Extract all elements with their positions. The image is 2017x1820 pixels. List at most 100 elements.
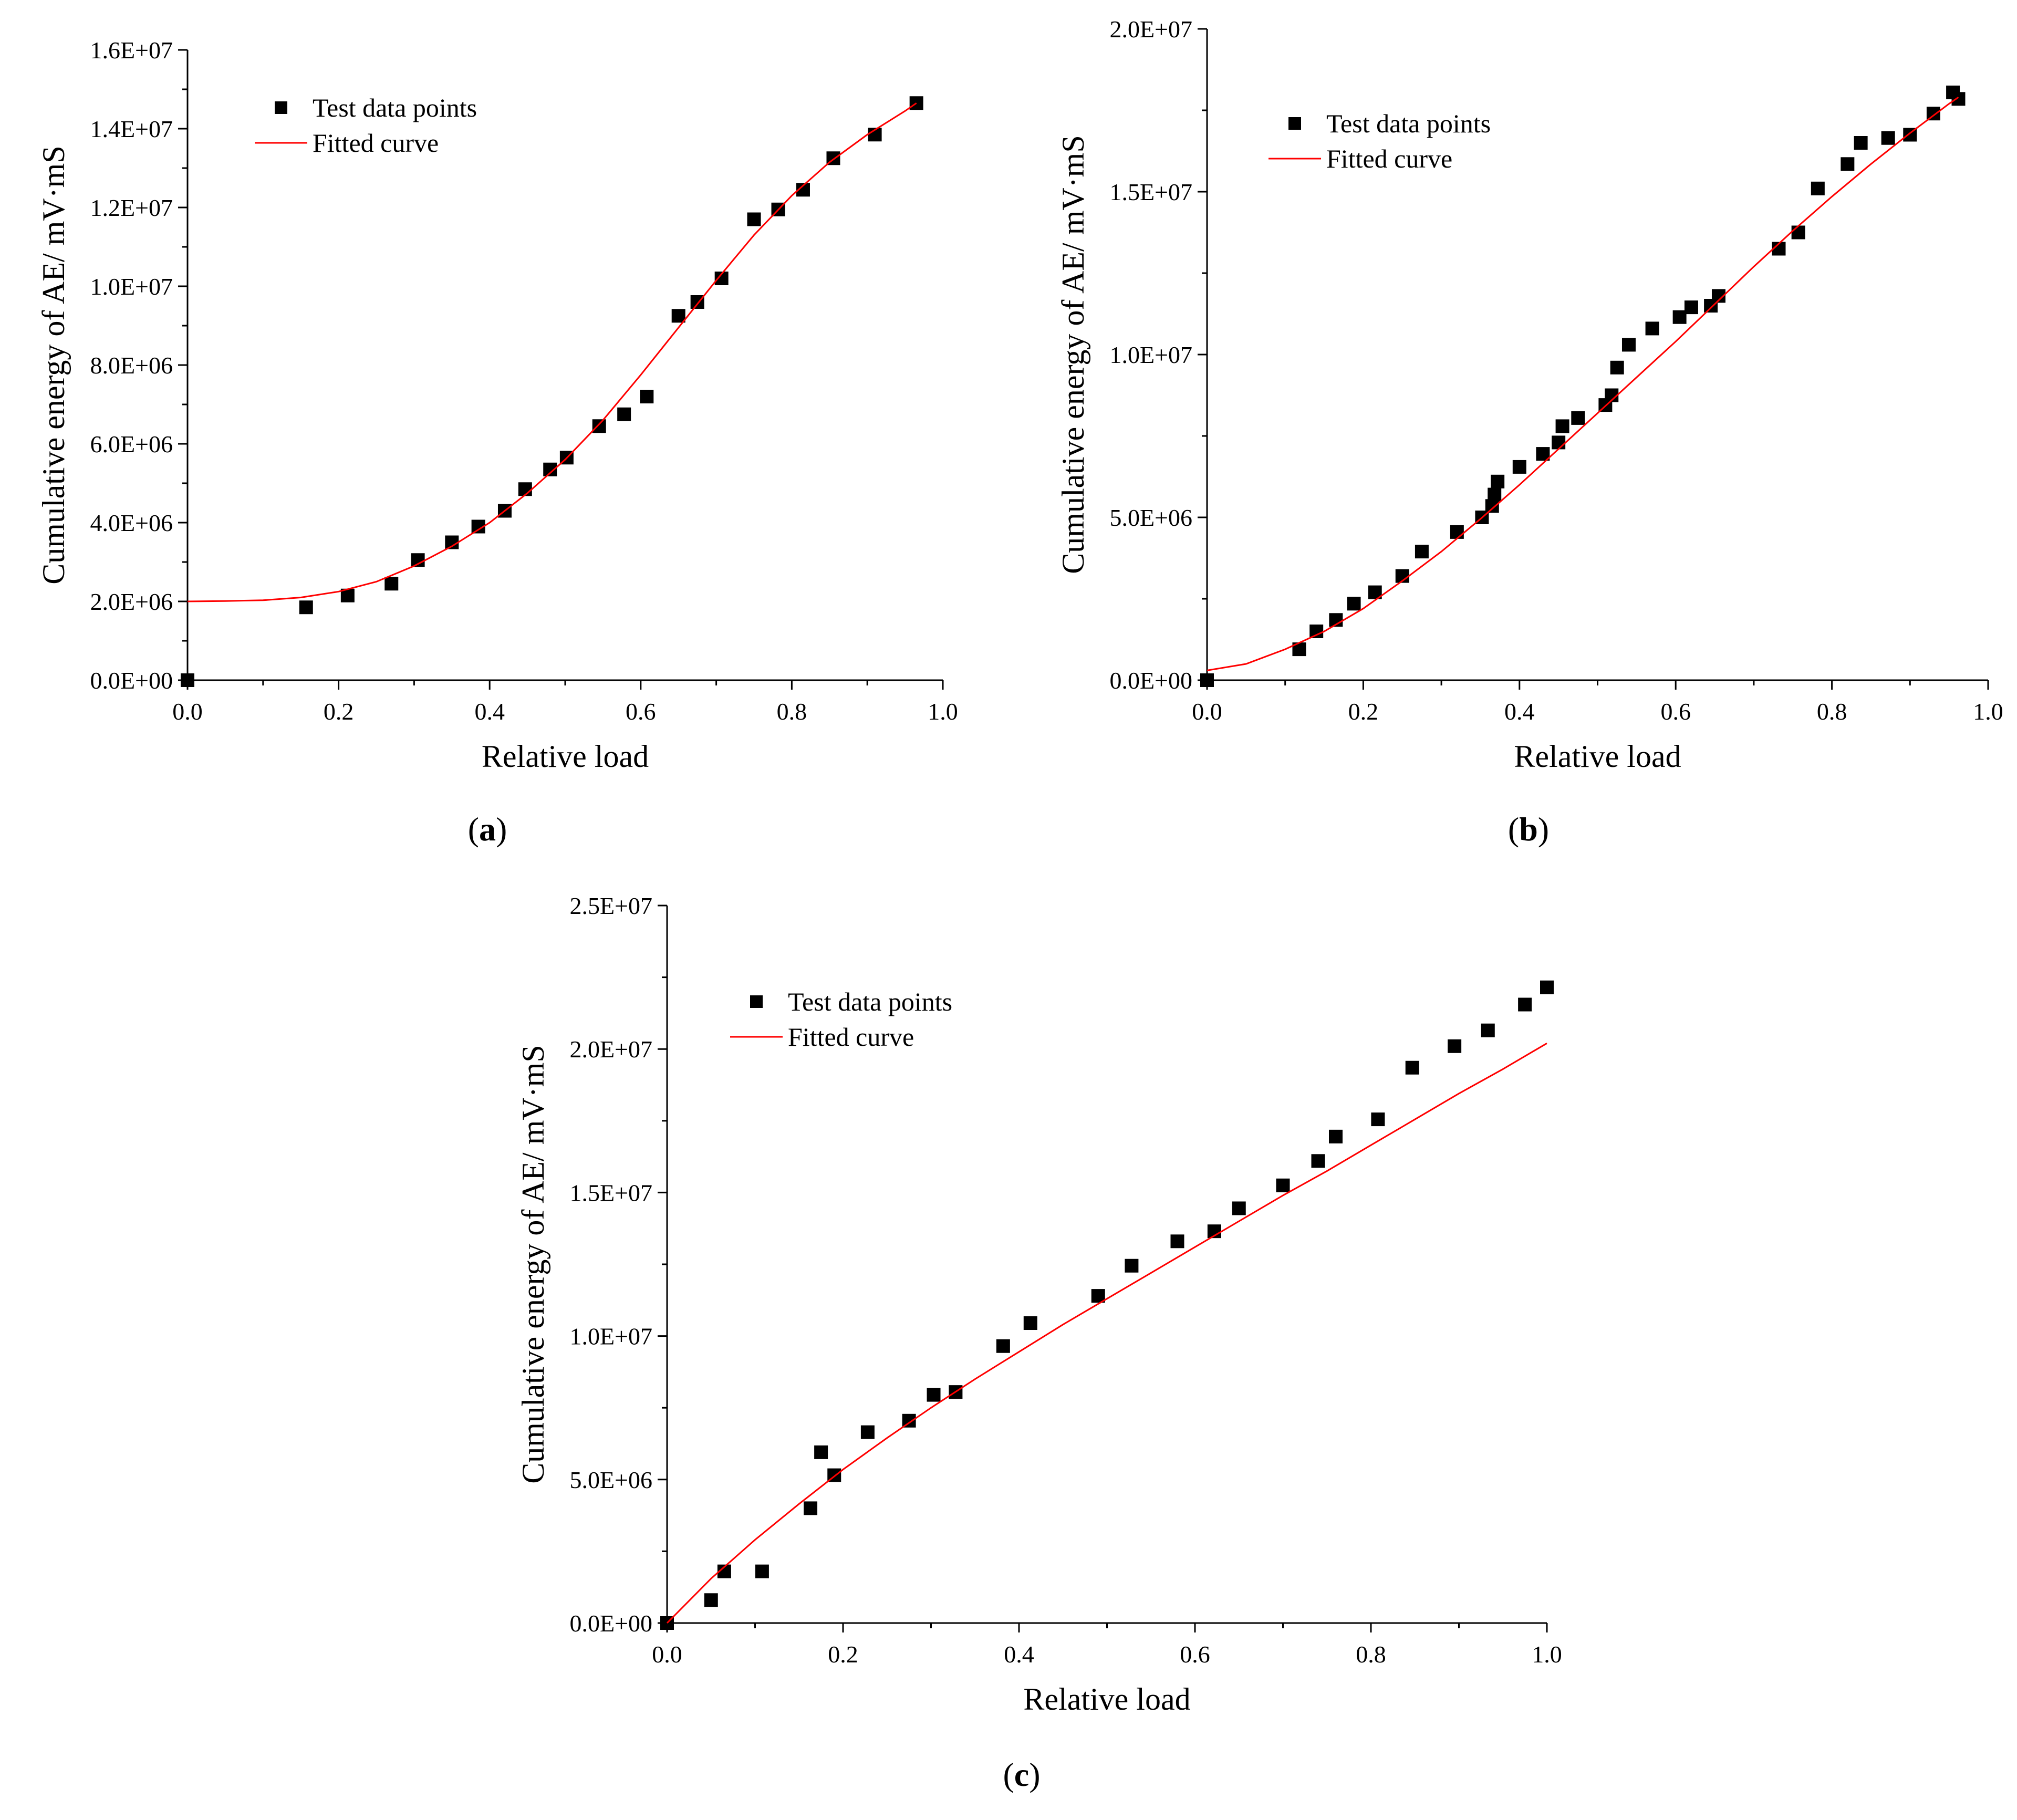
x-tick-label: 0.8: [1817, 698, 1847, 725]
y-tick-label: 1.5E+07: [1109, 179, 1192, 205]
panel-label-open: (: [1508, 810, 1519, 848]
legend-marker-symbol: [275, 101, 287, 114]
x-tick-label: 0.2: [324, 698, 354, 725]
chart-panel-a: 0.0 0.2 0.4 0.6 0.8 1.0 0.0E+00 2.0E+06 4.0E+06 6…: [36, 37, 958, 848]
legend: Test data points Fitted curve: [255, 93, 477, 158]
data-point-marker: [1311, 1154, 1325, 1168]
legend-label-fitted-curve: Fitted curve: [1326, 144, 1452, 173]
data-point-marker: [1571, 411, 1585, 425]
data-point-marker: [1555, 419, 1569, 433]
x-tick-label: 0.2: [828, 1641, 858, 1668]
data-point-marker: [1450, 525, 1464, 539]
data-point-marker: [1232, 1201, 1246, 1215]
data-point-marker: [1552, 435, 1566, 450]
fitted-curve-line: [187, 102, 917, 602]
y-tick-label: 1.6E+07: [90, 37, 173, 64]
data-point-marker: [1491, 474, 1505, 488]
legend: Test data points Fitted curve: [730, 987, 952, 1052]
panel-label-open: (: [1003, 1756, 1014, 1793]
data-point-marker: [1645, 321, 1659, 336]
y-tick-label: 2.0E+07: [1109, 16, 1192, 43]
data-point-marker: [518, 482, 532, 496]
data-point-marker: [1448, 1039, 1462, 1053]
x-tick-label: 0.0: [652, 1641, 682, 1668]
data-point-marker: [1405, 1060, 1419, 1075]
data-point-marker: [996, 1339, 1010, 1353]
y-tick-label: 2.0E+06: [90, 588, 173, 615]
panel-label-letter: a: [479, 810, 496, 848]
data-point-marker: [1791, 225, 1805, 240]
data-point-marker: [1512, 460, 1526, 474]
y-tick-label: 2.0E+07: [569, 1036, 652, 1063]
x-tick-label: 0.4: [474, 698, 505, 725]
data-point-marker: [181, 673, 194, 687]
panel-label: (c): [1003, 1756, 1040, 1793]
data-point-marker: [592, 419, 606, 433]
data-point-marker: [1329, 1129, 1343, 1143]
data-point-marker: [1621, 338, 1636, 352]
x-tick-label: 1.0: [928, 698, 958, 725]
y-tick-label: 0.0E+00: [569, 1610, 652, 1637]
y-axis-title: Cumulative energy of AE/ mV·mS: [1056, 135, 1090, 574]
data-point-marker: [1125, 1259, 1139, 1273]
panel-label: (b): [1508, 810, 1549, 848]
data-point-marker: [1481, 1023, 1495, 1037]
x-tick-label: 1.0: [1973, 698, 2003, 725]
data-point-marker: [617, 407, 631, 421]
y-tick-label: 0.0E+00: [1109, 667, 1192, 694]
x-tick-label: 0.8: [1356, 1641, 1386, 1668]
panel-label-close: ): [1029, 1756, 1040, 1793]
data-point-marker: [909, 96, 923, 110]
legend: Test data points Fitted curve: [1269, 109, 1491, 173]
legend-label-test-data: Test data points: [788, 987, 952, 1016]
x-tick-label: 0.2: [1348, 698, 1379, 725]
data-point-marker: [1023, 1316, 1037, 1330]
x-tick-label: 0.0: [1192, 698, 1222, 725]
x-tick-label: 0.8: [777, 698, 807, 725]
legend-marker-symbol: [1288, 117, 1301, 130]
data-point-marker: [671, 309, 685, 323]
legend-label-fitted-curve: Fitted curve: [313, 128, 439, 158]
chart-panel-b: 0.0 0.2 0.4 0.6 0.8 1.0 0.0E+00 5.0E+06 1.0E+07 1…: [1056, 16, 2003, 848]
data-point-marker: [640, 390, 654, 403]
y-tick-label: 1.4E+07: [90, 116, 173, 142]
data-point-marker: [1170, 1234, 1184, 1249]
y-tick-label: 1.5E+07: [569, 1179, 652, 1206]
data-point-marker: [1672, 310, 1687, 324]
y-tick-label: 0.0E+00: [90, 667, 173, 694]
data-point-marker: [1811, 181, 1825, 195]
y-tick-label: 4.0E+06: [90, 509, 173, 536]
data-point-marker: [1684, 300, 1698, 315]
data-point-marker: [704, 1593, 718, 1607]
y-tick-label: 6.0E+06: [90, 431, 173, 457]
x-tick-label: 0.4: [1504, 698, 1535, 725]
data-point-marker: [814, 1445, 828, 1459]
y-axis-title: Cumulative energy of AE/ mV·mS: [36, 145, 71, 584]
y-tick-label: 1.2E+07: [90, 194, 173, 221]
data-point-marker: [927, 1388, 941, 1402]
data-point-marker: [1415, 545, 1429, 559]
panel-label-open: (: [468, 810, 479, 848]
data-point-marker: [1841, 157, 1855, 171]
y-tick-label: 1.0E+07: [1109, 341, 1192, 368]
data-point-marker: [1309, 625, 1324, 638]
y-tick-label: 1.0E+07: [569, 1323, 652, 1350]
y-tick-label: 1.0E+07: [90, 273, 173, 300]
data-point-marker: [1347, 597, 1361, 611]
legend-label-fitted-curve: Fitted curve: [788, 1022, 914, 1052]
data-point-marker: [384, 577, 399, 591]
fitted-curve-line: [1207, 96, 1959, 671]
data-point-marker: [804, 1501, 818, 1515]
legend-label-test-data: Test data points: [1326, 109, 1491, 138]
data-point-marker: [860, 1425, 875, 1439]
x-tick-label: 0.4: [1004, 1641, 1034, 1668]
data-point-marker: [1881, 131, 1895, 145]
x-axis-title: Relative load: [1514, 739, 1681, 774]
legend-marker-symbol: [750, 995, 763, 1008]
x-tick-label: 0.0: [172, 698, 203, 725]
panel-label: (a): [468, 810, 507, 848]
panel-label-close: ): [1538, 810, 1549, 848]
data-point-marker: [1854, 136, 1868, 150]
x-axis-title: Relative load: [1023, 1682, 1190, 1717]
